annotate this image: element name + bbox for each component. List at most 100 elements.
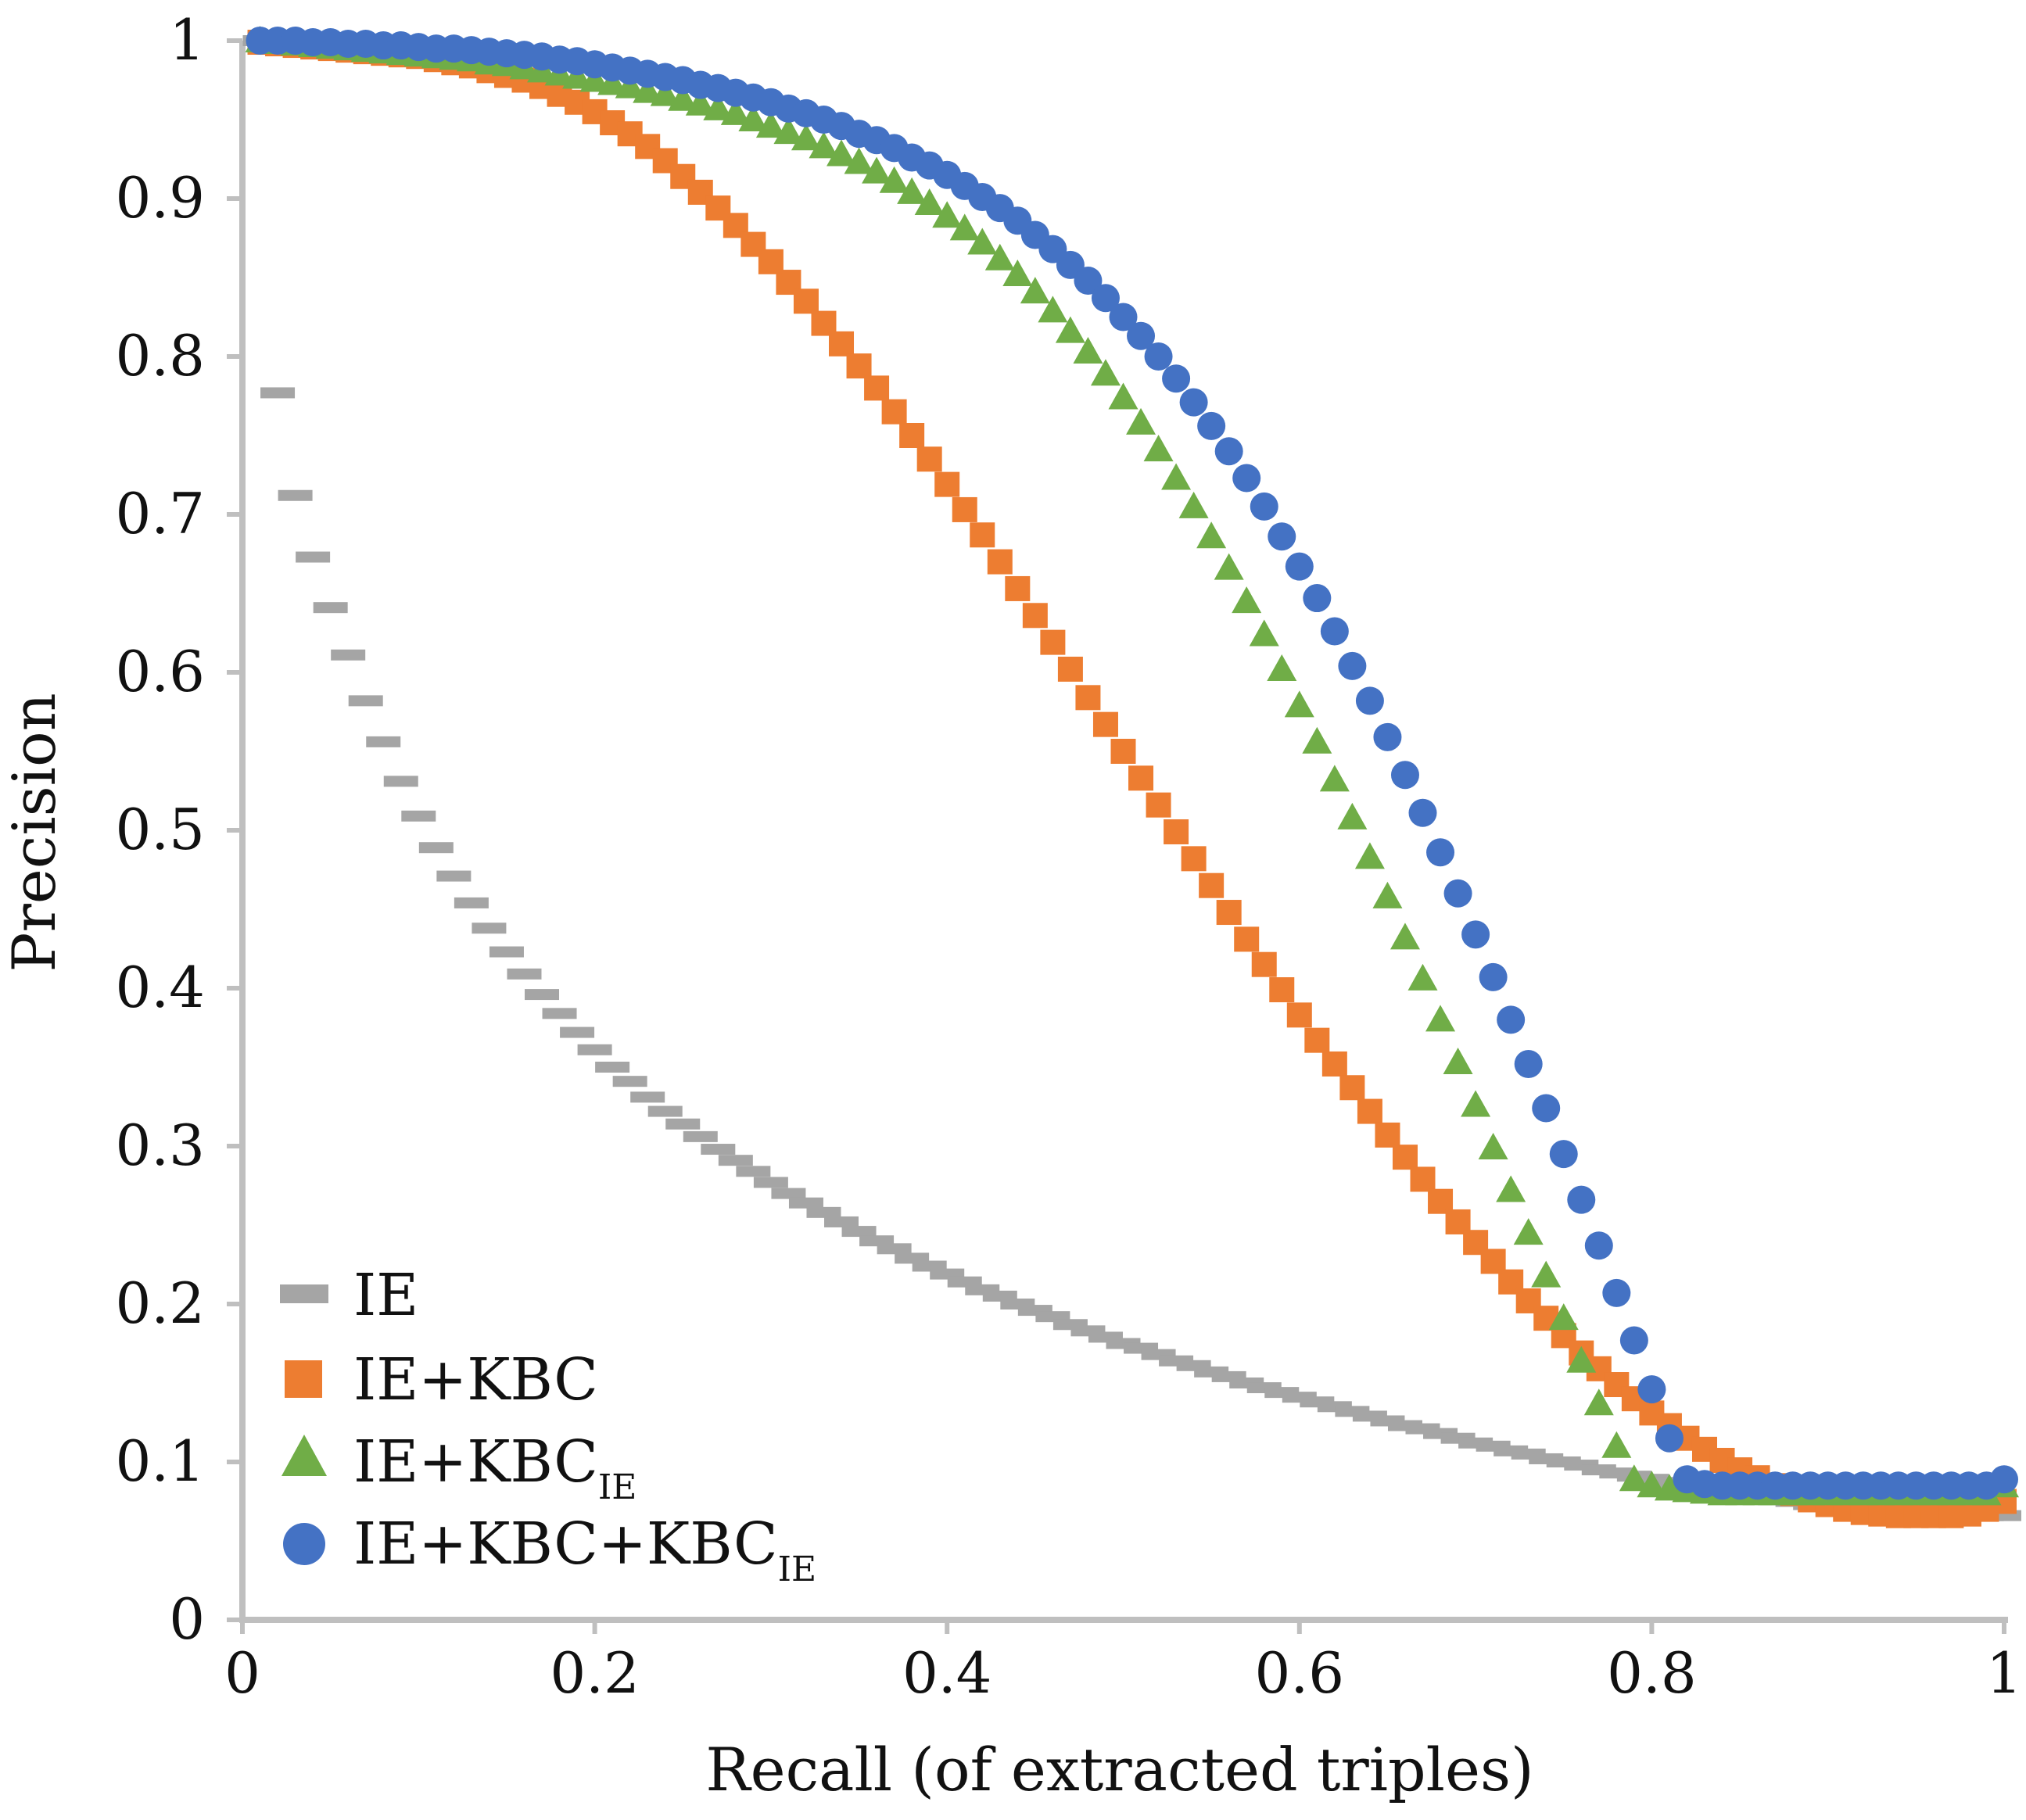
data-point <box>1321 1051 1347 1077</box>
data-point <box>718 1155 753 1166</box>
data-point <box>1375 1122 1400 1148</box>
data-point <box>1619 1326 1648 1355</box>
data-point <box>683 1130 718 1142</box>
data-point <box>806 1206 841 1218</box>
data-point <box>1178 491 1209 518</box>
data-point <box>877 1243 912 1255</box>
legend-label-ie-kbc-kbc-ie: IE+KBC+KBCIE <box>353 1510 816 1589</box>
data-point <box>1655 1424 1684 1453</box>
data-point <box>1443 879 1472 908</box>
data-point <box>829 331 855 356</box>
y-axis-title: Precision <box>0 693 69 972</box>
y-tick-label: 0.6 <box>115 639 205 704</box>
data-point <box>1302 726 1332 754</box>
x-tick-label: 0.6 <box>1255 1640 1345 1706</box>
data-point <box>595 1062 630 1073</box>
data-point <box>1127 321 1156 350</box>
data-point <box>1146 792 1171 818</box>
data-point <box>296 551 331 563</box>
data-point <box>916 446 942 472</box>
data-point <box>1514 1049 1543 1078</box>
data-point <box>1392 1145 1418 1170</box>
data-point <box>1284 690 1314 718</box>
data-point <box>278 489 313 501</box>
data-point <box>788 1197 823 1209</box>
data-point <box>1637 1375 1666 1404</box>
data-point <box>1602 1278 1631 1307</box>
data-point <box>1143 435 1174 462</box>
data-point <box>1002 259 1033 286</box>
data-point <box>1040 629 1066 655</box>
data-point <box>560 1026 595 1038</box>
data-point <box>949 213 980 241</box>
data-point <box>366 736 401 747</box>
data-point <box>987 549 1013 575</box>
y-tick-label: 0.2 <box>115 1270 205 1336</box>
data-point <box>650 79 680 106</box>
data-point <box>383 776 418 787</box>
data-point <box>418 842 454 854</box>
data-point <box>1162 364 1191 393</box>
data-point <box>879 166 909 193</box>
data-point <box>793 288 819 314</box>
data-point <box>720 98 751 125</box>
data-point <box>934 471 960 497</box>
data-point <box>1373 722 1402 751</box>
legend-marker-ie <box>280 1284 328 1303</box>
data-point <box>1339 1075 1365 1101</box>
data-point <box>701 1144 736 1155</box>
legend-item-ie-kbc: IE+KBC <box>285 1346 598 1413</box>
data-point <box>932 201 963 228</box>
data-point <box>1354 842 1385 869</box>
data-point <box>1181 846 1207 872</box>
data-point <box>791 124 821 151</box>
data-point <box>1109 303 1138 331</box>
data-point <box>633 76 663 103</box>
y-tick-label: 0.5 <box>115 797 205 862</box>
data-point <box>542 1008 577 1019</box>
data-point <box>1250 492 1278 521</box>
data-point <box>1304 1027 1330 1053</box>
data-point <box>846 353 872 379</box>
data-point <box>401 810 436 822</box>
data-point <box>1199 872 1225 898</box>
x-tick-label: 1 <box>1986 1640 2022 1706</box>
data-point <box>1144 342 1173 371</box>
data-point <box>1126 407 1156 435</box>
data-point <box>897 177 927 204</box>
legend-marker-ie-kbc-kbc-ie <box>283 1523 325 1565</box>
legend-label-ie-kbc: IE+KBC <box>353 1346 598 1413</box>
x-tick-label: 0.8 <box>1607 1640 1697 1706</box>
data-point <box>507 968 542 980</box>
data-point <box>1390 923 1420 950</box>
data-point <box>1319 765 1350 792</box>
data-point <box>1285 552 1314 581</box>
data-point <box>738 105 769 131</box>
data-point <box>1249 619 1279 647</box>
data-point <box>1074 267 1103 296</box>
data-point <box>1513 1218 1544 1245</box>
data-point <box>1355 686 1384 715</box>
data-point <box>1232 586 1262 614</box>
data-point <box>1390 761 1419 790</box>
data-point <box>1601 1431 1632 1458</box>
data-point <box>1038 296 1068 323</box>
data-point <box>1583 1388 1614 1416</box>
data-point <box>1408 798 1437 827</box>
legend-label-ie: IE <box>353 1262 418 1329</box>
data-point <box>1407 963 1438 991</box>
data-point <box>862 156 892 184</box>
data-point <box>1990 1465 2018 1494</box>
data-point <box>1338 651 1367 680</box>
data-point <box>668 84 698 111</box>
legend-marker-ie-kbc <box>285 1360 322 1398</box>
data-point <box>771 1188 806 1199</box>
data-point <box>1532 1094 1561 1123</box>
data-point <box>1128 765 1154 791</box>
data-point <box>984 243 1015 270</box>
data-point <box>260 387 296 399</box>
data-point <box>612 1076 647 1087</box>
data-point <box>313 602 348 614</box>
data-point <box>1197 411 1226 440</box>
data-point <box>864 375 890 401</box>
